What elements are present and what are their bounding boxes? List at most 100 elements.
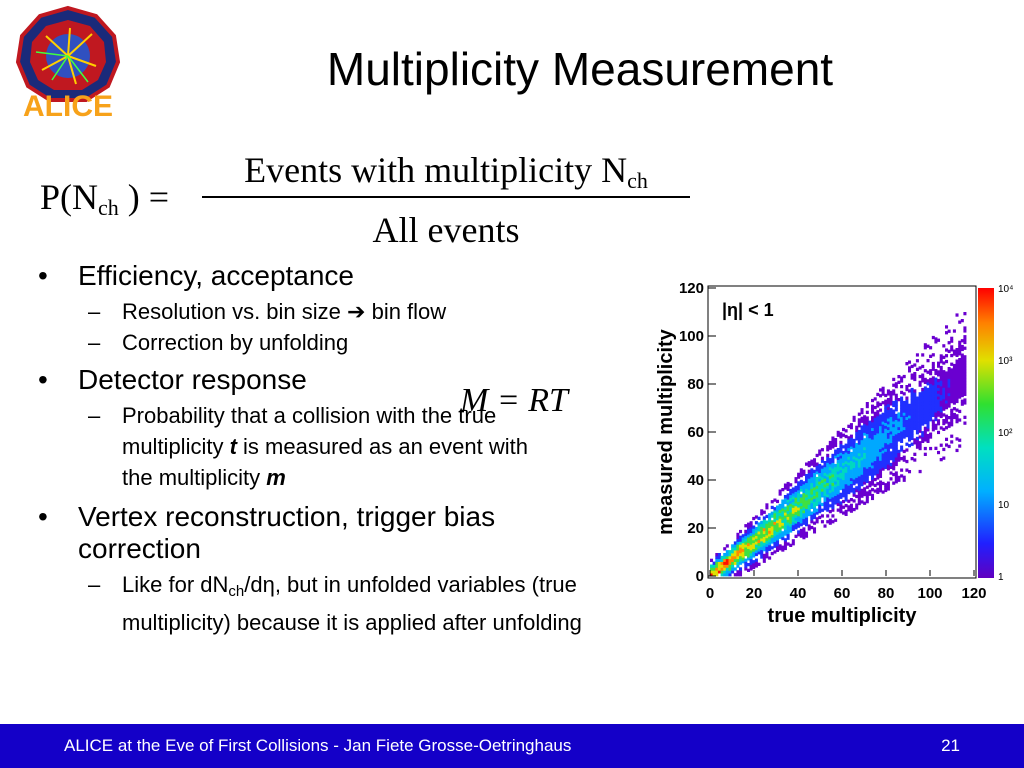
heatmap-cell — [815, 465, 819, 469]
heatmap-cell — [757, 542, 761, 546]
heatmap-cell — [910, 416, 914, 420]
heatmap-cell — [842, 453, 846, 458]
heatmap-cell — [871, 450, 875, 454]
heatmap-cell — [855, 466, 859, 470]
heatmap-cell — [897, 415, 901, 419]
heatmap-cell — [813, 521, 817, 525]
heatmap-cell — [879, 463, 883, 467]
heatmap-cell — [873, 405, 877, 410]
heatmap-cell — [958, 378, 962, 382]
heatmap-cell — [844, 481, 848, 485]
heatmap-cell — [942, 407, 946, 411]
heatmap-cell — [915, 399, 919, 403]
heatmap-cell — [913, 400, 917, 405]
heatmap-cell — [783, 509, 787, 513]
heatmap-cell — [752, 565, 756, 570]
heatmap-cell — [892, 426, 896, 431]
heatmap-cell — [876, 450, 880, 454]
heatmap-cell — [860, 442, 864, 446]
heatmap-cell — [934, 340, 938, 344]
heatmap-cell — [950, 400, 954, 404]
heatmap-cell — [857, 496, 861, 500]
heatmap-cell — [849, 503, 853, 507]
heatmap-cell — [849, 454, 853, 459]
heatmap-cell — [950, 391, 954, 395]
heatmap-cell — [860, 445, 864, 449]
heatmap-cell — [834, 478, 838, 482]
heatmap-cell — [776, 519, 780, 524]
heatmap-cell — [728, 553, 732, 557]
heatmap-cell — [826, 497, 830, 501]
heatmap-cell — [831, 439, 835, 443]
heatmap-cell — [886, 415, 890, 419]
heatmap-cell — [886, 481, 890, 485]
heatmap-cell — [844, 498, 848, 502]
heatmap-cell — [889, 442, 893, 446]
heatmap-cell — [913, 392, 917, 396]
heatmap-cell — [802, 487, 806, 491]
heatmap-cell — [813, 492, 817, 496]
heatmap-cell — [894, 399, 898, 403]
heatmap-cell — [839, 475, 843, 479]
heatmap-cell — [889, 471, 893, 475]
heatmap-cell — [736, 547, 740, 551]
heatmap-cell — [905, 402, 909, 406]
heatmap-cell — [760, 523, 764, 527]
heatmap-cell — [881, 432, 885, 437]
heatmap-cell — [797, 504, 801, 508]
heatmap-cell — [884, 411, 888, 415]
heatmap-cell — [871, 424, 875, 429]
heatmap-cell — [879, 428, 883, 432]
heatmap-cell — [918, 397, 922, 402]
heatmap-cell — [717, 553, 721, 557]
heatmap-cell — [747, 542, 751, 547]
heatmap-cell — [926, 344, 930, 348]
heatmap-cell — [963, 346, 967, 350]
heatmap-cell — [860, 462, 864, 467]
heatmap-cell — [799, 528, 803, 533]
heatmap-cell — [776, 540, 780, 544]
heatmap-cell — [723, 558, 727, 562]
heatmap-cell — [955, 348, 959, 352]
heatmap-cell — [762, 556, 766, 560]
heatmap-cell — [836, 453, 840, 458]
heatmap-cell — [786, 496, 790, 500]
heatmap-cell — [884, 448, 888, 452]
heatmap-cell — [760, 546, 764, 551]
heatmap-cell — [831, 479, 835, 483]
heatmap-cell — [857, 490, 861, 494]
heatmap-cell — [797, 498, 801, 502]
heatmap-cell — [754, 561, 758, 565]
heatmap-cell — [881, 450, 885, 454]
heatmap-cell — [839, 501, 843, 505]
heatmap-cell — [879, 480, 883, 484]
heatmap-cell — [879, 469, 883, 473]
heatmap-cell — [894, 477, 898, 481]
heatmap-cell — [931, 419, 935, 423]
heatmap-cell — [942, 421, 946, 426]
sub-bullet-unfolding: – Correction by unfolding — [88, 330, 349, 355]
heatmap-cell — [952, 387, 956, 391]
heatmap-cell — [958, 438, 962, 442]
heatmap-cell — [799, 520, 803, 524]
heatmap-cell — [831, 491, 835, 495]
heatmap-cell — [865, 451, 869, 455]
heatmap-cell — [776, 548, 780, 552]
heatmap-cell — [781, 534, 785, 538]
heatmap-cell — [789, 514, 793, 519]
heatmap-cell — [831, 462, 835, 466]
heatmap-cell — [842, 511, 846, 515]
heatmap-cell — [754, 547, 758, 551]
heatmap-cell — [905, 419, 909, 423]
heatmap-cell — [910, 364, 914, 369]
heatmap-cell — [805, 531, 809, 535]
heatmap-cell — [849, 434, 853, 438]
heatmap-cell — [815, 471, 819, 475]
heatmap-cell — [913, 406, 917, 410]
heatmap-cell — [860, 411, 864, 415]
heatmap-cell — [828, 498, 832, 502]
heatmap-cell — [923, 438, 927, 442]
heatmap-cell — [768, 513, 772, 517]
heatmap-cell — [897, 418, 901, 422]
heatmap-cell — [799, 485, 803, 489]
